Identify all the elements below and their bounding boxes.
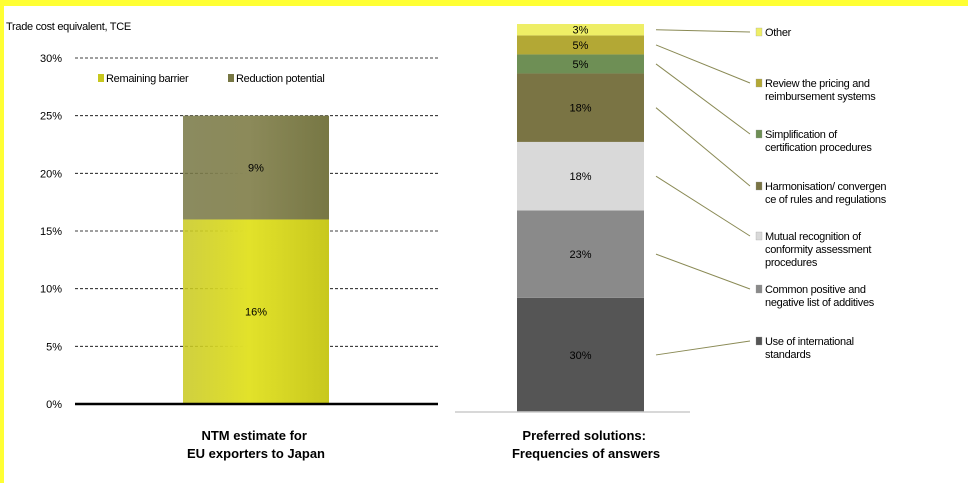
right-leader-line: [655, 29, 751, 33]
right-legend-entry-line: reimbursement systems: [765, 91, 876, 103]
right-legend-swatch: [755, 336, 763, 346]
left-x-label-line-1: NTM estimate for: [201, 428, 306, 443]
right-bar-segment: [517, 73, 644, 142]
right-bar-data-label: 5%: [573, 40, 589, 52]
left-y-tick-label: 0%: [46, 399, 62, 411]
right-leader-line: [655, 340, 751, 356]
left-x-label-line-2: EU exporters to Japan: [187, 446, 325, 461]
right-leader-line: [655, 175, 751, 237]
right-legend-entry: Review the pricing and reimbursement syst…: [765, 78, 876, 103]
right-x-label-line-2: Frequencies of answers: [512, 446, 660, 461]
right-legend-entry-line: Simplification of: [765, 129, 838, 141]
right-bar-segment: [517, 24, 644, 36]
left-bar-data-label: 16%: [245, 307, 267, 319]
right-bar-data-label: 18%: [569, 171, 591, 183]
left-bars: 16% 9%: [183, 115, 329, 404]
right-leader-line: [655, 253, 751, 290]
right-legend: Use of international standards Common posi…: [655, 27, 887, 361]
left-legend-swatch: [228, 74, 234, 82]
left-chart: Trade cost equivalent, TCE 0% 5% 10% 15% 20%…: [6, 21, 438, 461]
right-legend-swatch: [755, 284, 763, 294]
right-legend-entry-line: certification procedures: [765, 142, 872, 154]
right-bar-data-label: 23%: [569, 249, 591, 261]
right-legend-entry: Harmonisation/ convergen ce of rules and …: [765, 181, 887, 206]
right-legend-entry: Use of international standards: [765, 336, 854, 361]
right-legend-entry-line: Review the pricing and: [765, 78, 870, 90]
left-y-tick-label: 5%: [46, 341, 62, 353]
left-bar-segment: [183, 219, 329, 404]
right-legend-entry-line: ce of rules and regulations: [765, 194, 887, 206]
left-x-label: NTM estimate for EU exporters to Japan: [187, 428, 325, 461]
right-legend-entry-line: Harmonisation/ convergen: [765, 181, 886, 193]
right-bar-segment: [517, 210, 644, 298]
left-y-tick-label: 20%: [40, 168, 62, 180]
left-y-tick-label: 15%: [40, 226, 62, 238]
right-legend-entry-line: conformity assessment: [765, 244, 871, 256]
left-y-tick-label: 10%: [40, 284, 62, 296]
highlight-top: [0, 0, 968, 6]
right-legend-entry-line: standards: [765, 349, 811, 361]
left-legend: Remaining barrier Reduction potential: [98, 73, 325, 85]
right-bar-data-label: 3%: [573, 25, 589, 37]
right-legend-swatch: [755, 181, 763, 191]
right-legend-swatch: [755, 27, 763, 37]
right-legend-entry-line: Other: [765, 27, 792, 39]
left-bar-segment: [183, 115, 329, 220]
left-legend-entry: Reduction potential: [236, 73, 324, 85]
right-bar-segment: [517, 297, 644, 412]
right-legend-entry: Other: [765, 27, 792, 39]
right-legend-entry: Common positive and negative list of addi…: [765, 284, 875, 309]
right-legend-swatch: [755, 129, 763, 139]
left-legend-entry: Remaining barrier: [106, 73, 189, 85]
right-bar-data-label: 18%: [569, 103, 591, 115]
right-x-label-line-1: Preferred solutions:: [522, 428, 646, 443]
left-legend-swatch: [98, 74, 104, 82]
right-bar-data-label: 30%: [569, 350, 591, 362]
right-bars: 30% 23% 18% 18% 5% 5% 3%: [517, 24, 644, 412]
left-y-tick-label: 30%: [40, 53, 62, 65]
right-bar-segment: [517, 54, 644, 74]
right-bar-data-label: 5%: [573, 59, 589, 71]
right-legend-entry: Mutual recognition of conformity assessme…: [765, 231, 871, 269]
right-legend-swatch: [755, 78, 763, 88]
left-y-axis-label: Trade cost equivalent, TCE: [6, 21, 131, 33]
right-legend-entry-line: Common positive and: [765, 284, 866, 296]
right-legend-entry-line: procedures: [765, 257, 818, 269]
left-y-tick-labels: 0% 5% 10% 15% 20% 25% 30%: [40, 53, 62, 411]
right-chart: 30% 23% 18% 18% 5% 5% 3% Use of international s…: [455, 24, 887, 461]
right-bar-segment: [517, 35, 644, 55]
right-leader-line: [655, 63, 751, 135]
right-leader-line: [655, 107, 751, 187]
highlight-left: [0, 0, 4, 483]
right-legend-entry-line: Mutual recognition of: [765, 231, 862, 243]
right-leader-line: [655, 44, 751, 84]
right-legend-entry-line: Use of international: [765, 336, 854, 348]
right-x-label: Preferred solutions: Frequencies of answ…: [512, 428, 660, 461]
right-bar-segment: [517, 141, 644, 211]
left-bar-data-label: 9%: [248, 163, 264, 175]
left-y-tick-label: 25%: [40, 111, 62, 123]
right-legend-entry: Simplification of certification procedure…: [765, 129, 872, 154]
right-legend-entry-line: negative list of additives: [765, 297, 875, 309]
right-legend-swatch: [755, 231, 763, 241]
